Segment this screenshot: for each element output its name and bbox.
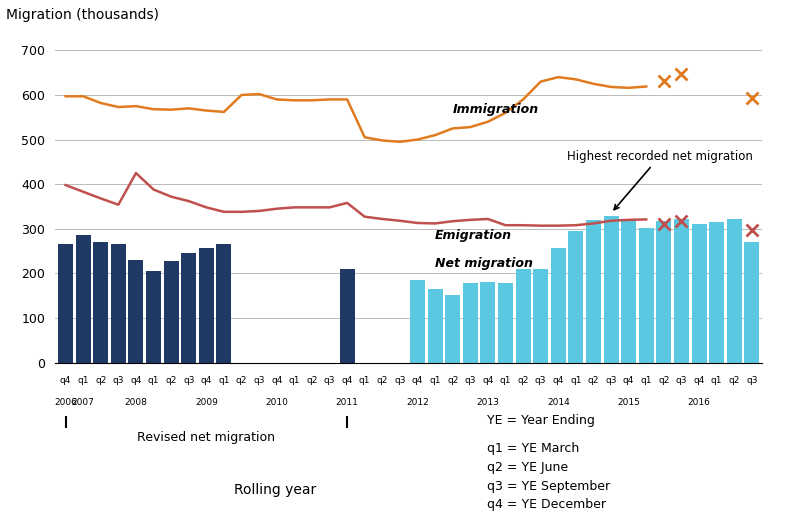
- Bar: [199, 248, 214, 363]
- Bar: [568, 231, 583, 363]
- Text: q4: q4: [412, 376, 423, 384]
- Text: 2009: 2009: [195, 398, 218, 407]
- Bar: [586, 220, 601, 363]
- Text: q2: q2: [95, 376, 106, 384]
- Text: 2013: 2013: [476, 398, 499, 407]
- Bar: [182, 253, 196, 363]
- Text: q2: q2: [588, 376, 599, 384]
- Bar: [75, 236, 90, 363]
- Text: q2: q2: [376, 376, 388, 384]
- Bar: [146, 271, 161, 363]
- Text: Migration (thousands): Migration (thousands): [6, 8, 159, 22]
- Text: 2012: 2012: [406, 398, 429, 407]
- Bar: [216, 244, 231, 363]
- Bar: [744, 242, 759, 363]
- Text: q3: q3: [465, 376, 476, 384]
- Bar: [111, 244, 126, 363]
- Bar: [692, 224, 707, 363]
- Text: q4 = YE December: q4 = YE December: [487, 498, 606, 511]
- Text: Revised net migration: Revised net migration: [138, 431, 275, 444]
- Text: q3: q3: [535, 376, 546, 384]
- Text: q2: q2: [166, 376, 177, 384]
- Bar: [58, 244, 73, 363]
- Text: 2016: 2016: [688, 398, 711, 407]
- Text: q1: q1: [148, 376, 160, 384]
- Text: q2 = YE June: q2 = YE June: [487, 461, 568, 474]
- Text: q3 = YE September: q3 = YE September: [487, 480, 611, 493]
- Text: q4: q4: [271, 376, 282, 384]
- Text: q1: q1: [288, 376, 300, 384]
- Text: q2: q2: [307, 376, 318, 384]
- Text: q4: q4: [200, 376, 212, 384]
- Text: Emigration: Emigration: [435, 228, 512, 241]
- Bar: [656, 221, 671, 363]
- Text: q4: q4: [341, 376, 353, 384]
- Bar: [128, 260, 143, 363]
- Text: 2015: 2015: [617, 398, 640, 407]
- Bar: [94, 242, 108, 363]
- Text: q2: q2: [729, 376, 740, 384]
- Text: Net migration: Net migration: [435, 257, 533, 270]
- Bar: [498, 283, 513, 363]
- Text: Highest recorded net migration: Highest recorded net migration: [567, 150, 753, 210]
- Bar: [463, 283, 478, 363]
- Bar: [445, 295, 460, 363]
- Bar: [163, 261, 178, 363]
- Text: 2008: 2008: [124, 398, 148, 407]
- Text: q1 = YE March: q1 = YE March: [487, 442, 579, 455]
- Text: q3: q3: [324, 376, 336, 384]
- Bar: [533, 269, 548, 363]
- Bar: [551, 248, 566, 363]
- Text: q3: q3: [394, 376, 406, 384]
- Text: YE = Year Ending: YE = Year Ending: [487, 414, 595, 427]
- Text: q3: q3: [253, 376, 265, 384]
- Text: q2: q2: [658, 376, 670, 384]
- Text: q4: q4: [60, 376, 72, 384]
- Bar: [340, 269, 354, 363]
- Text: q1: q1: [711, 376, 722, 384]
- Text: 2011: 2011: [336, 398, 358, 407]
- Text: q1: q1: [641, 376, 652, 384]
- Text: q3: q3: [112, 376, 124, 384]
- Text: q4: q4: [553, 376, 564, 384]
- Text: q3: q3: [746, 376, 758, 384]
- Bar: [480, 282, 495, 363]
- Text: 2006: 2006: [54, 398, 77, 407]
- Text: q4: q4: [623, 376, 634, 384]
- Text: q3: q3: [605, 376, 617, 384]
- Text: q1: q1: [429, 376, 441, 384]
- Bar: [516, 269, 531, 363]
- Text: 2010: 2010: [266, 398, 288, 407]
- Text: q1: q1: [78, 376, 89, 384]
- Bar: [709, 222, 724, 363]
- Text: q1: q1: [500, 376, 511, 384]
- Text: q4: q4: [483, 376, 494, 384]
- Text: q4: q4: [693, 376, 705, 384]
- Text: 2014: 2014: [547, 398, 570, 407]
- Text: Immigration: Immigration: [453, 103, 539, 116]
- Text: q2: q2: [447, 376, 458, 384]
- Text: q1: q1: [570, 376, 582, 384]
- Bar: [727, 219, 742, 363]
- Text: q3: q3: [676, 376, 687, 384]
- Bar: [621, 220, 636, 363]
- Text: 2007: 2007: [72, 398, 94, 407]
- Text: Rolling year: Rolling year: [234, 483, 316, 497]
- Text: q2: q2: [517, 376, 529, 384]
- Text: q1: q1: [219, 376, 230, 384]
- Text: q3: q3: [183, 376, 194, 384]
- Text: q1: q1: [359, 376, 370, 384]
- Bar: [674, 219, 689, 363]
- Bar: [639, 228, 654, 363]
- Text: q4: q4: [130, 376, 141, 384]
- Bar: [410, 280, 425, 363]
- Bar: [604, 217, 619, 363]
- Text: q2: q2: [236, 376, 248, 384]
- Bar: [428, 289, 443, 363]
